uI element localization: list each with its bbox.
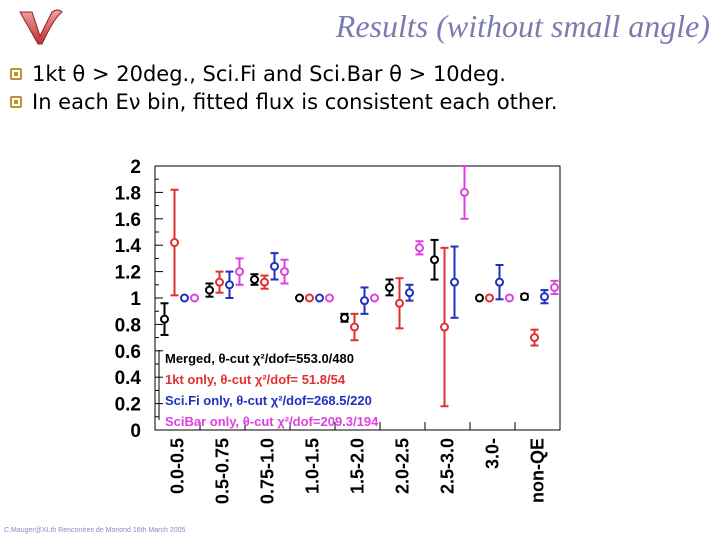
series-3 [190,165,559,303]
data-point [215,277,224,287]
data-point [475,293,484,303]
bullet-item: 1kt θ > 20deg., Sci.Fi and Sci.Bar θ > 1… [10,60,710,88]
data-point [305,293,314,303]
y-tick-label: 1.6 [115,210,141,231]
data-point [415,243,424,253]
x-tick-label: 2.0-2.5 [393,438,413,494]
data-point [250,275,259,285]
series-1 [170,188,539,408]
data-point [370,293,379,303]
legend-entry: SciBar only, θ-cut χ²/dof=209.3/194 [165,414,379,429]
data-point [315,293,324,303]
data-point [440,322,449,332]
y-tick-label: 1.4 [115,236,142,257]
nu-letter-icon [19,9,63,45]
data-point [405,288,414,298]
y-tick-label: 1.8 [115,183,141,204]
bullet-list: 1kt θ > 20deg., Sci.Fi and Sci.Bar θ > 1… [10,60,710,116]
data-point [550,282,559,292]
x-tick-label: non-QE [528,438,548,503]
y-tick-label: 0.4 [115,368,142,389]
data-point [325,293,334,303]
x-tick-label: 1.5-2.0 [348,438,368,494]
y-tick-label: 1 [130,289,141,310]
legend-entry: Sci.Fi only, θ-cut χ²/dof=268.5/220 [165,393,372,408]
data-point [235,267,244,277]
y-tick-label: 2 [130,157,141,178]
data-point [395,298,404,308]
x-tick-label: 0.0-0.5 [168,438,188,494]
data-point [170,238,179,248]
data-point [260,277,269,287]
square-bullet-icon [10,96,22,108]
footer-credit: C.Mauger@XLth Rencontres de Moriond 16th… [4,527,186,534]
data-point [505,293,514,303]
data-point [530,333,539,343]
data-point [485,293,494,303]
data-point [460,187,469,197]
bullet-item: In each Eν bin, fitted flux is consisten… [10,88,710,116]
legend-entry: Merged, θ-cut χ²/dof=553.0/480 [165,351,354,366]
x-tick-label: 1.0-1.5 [303,438,323,494]
data-point [430,255,439,265]
data-point [495,277,504,287]
x-tick-label: 0.5-0.75 [213,438,233,504]
data-point [270,261,279,271]
series-0 [160,238,529,336]
data-point [190,293,199,303]
x-tick-label: 2.5-3.0 [438,438,458,494]
y-tick-label: 0.6 [115,342,141,363]
y-tick-label: 0 [130,421,141,442]
data-point [205,285,214,295]
bullet-text: 1kt θ > 20deg., Sci.Fi and Sci.Bar θ > 1… [32,62,506,86]
square-bullet-icon [10,68,22,80]
legend-entry: 1kt only, θ-cut χ²/dof= 51.8/54 [165,372,346,387]
y-tick-label: 1.2 [115,263,141,284]
slide-title: Results (without small angle) [335,8,710,44]
legend: Merged, θ-cut χ²/dof=553.0/480 1kt only, … [158,350,379,429]
data-point [350,322,359,332]
x-tick-label: 0.75-1.0 [258,438,278,504]
data-point [450,277,459,287]
bullet-text: In each Eν bin, fitted flux is consisten… [32,90,558,114]
data-point [295,293,304,303]
y-tick-label: 0.2 [115,395,141,416]
data-point [225,280,234,290]
x-tick-label: 3.0- [483,438,503,469]
data-point [340,313,349,323]
data-point [385,282,394,292]
data-point [160,314,169,324]
data-point [280,267,289,277]
data-point [180,293,189,303]
data-point [540,292,549,302]
data-point [360,296,369,306]
data-point [520,292,529,302]
y-tick-label: 0.8 [115,315,141,336]
series-2 [180,245,549,319]
